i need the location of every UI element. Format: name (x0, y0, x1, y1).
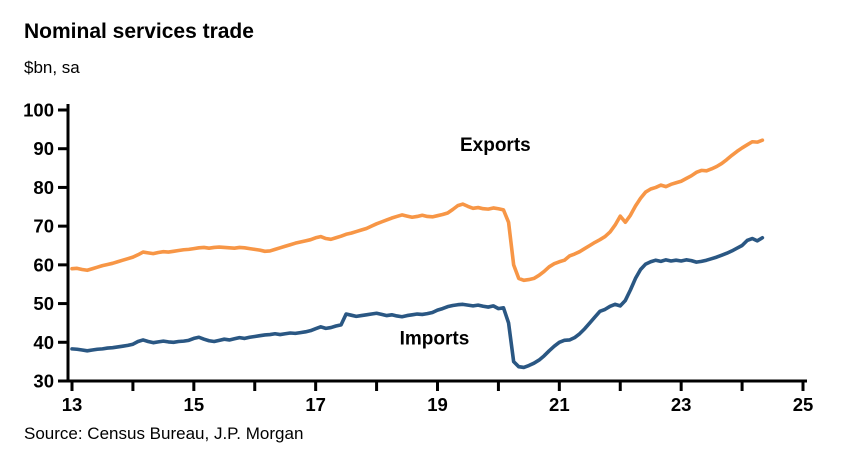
x-tick-label: 19 (427, 394, 448, 415)
chart-units-label: $bn, sa (24, 58, 80, 77)
imports-line (70, 235, 765, 370)
exports-label: Exports (460, 135, 531, 156)
y-tick-label: 90 (33, 138, 54, 159)
y-tick-label: 100 (23, 100, 54, 121)
y-tick-label: 80 (33, 177, 54, 198)
y-tick-label: 70 (33, 216, 54, 237)
x-tick-label: 13 (62, 394, 83, 415)
source-note: Source: Census Bureau, J.P. Morgan (24, 424, 304, 443)
y-tick-label: 30 (33, 371, 54, 392)
exports-line (70, 138, 765, 283)
x-tick-label: 17 (305, 394, 326, 415)
y-tick-label: 50 (33, 293, 54, 314)
y-tick-label: 60 (33, 254, 54, 275)
y-tick-label: 40 (33, 332, 54, 353)
x-tick-label: 21 (549, 394, 570, 415)
x-tick-label: 25 (793, 394, 814, 415)
x-tick-label: 23 (671, 394, 692, 415)
x-tick-label: 15 (184, 394, 205, 415)
imports-label: Imports (400, 328, 470, 349)
chart-title: Nominal services trade (24, 20, 254, 43)
